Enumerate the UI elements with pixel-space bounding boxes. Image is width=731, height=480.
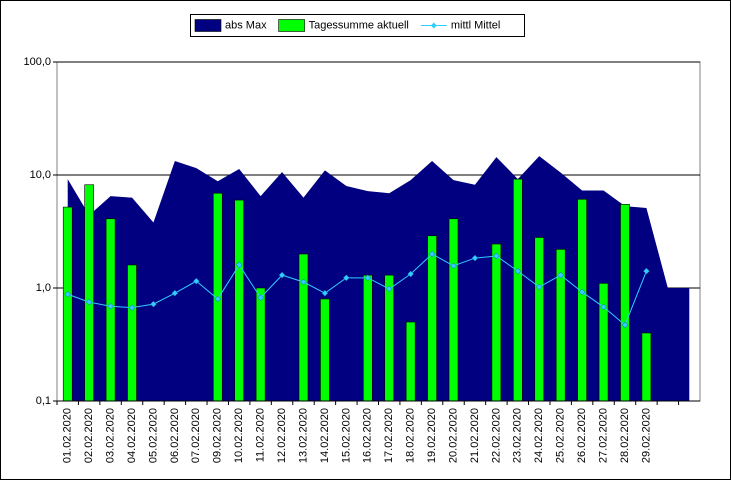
x-tick-label: 29.02.2020 [640, 408, 652, 463]
legend: abs Max Tagessumme aktuell mittl Mittel [190, 14, 525, 37]
x-tick-label: 01.02.2020 [62, 408, 74, 463]
bar [298, 253, 309, 402]
bar [620, 204, 630, 402]
bar [84, 184, 94, 402]
marker [150, 300, 157, 308]
marker [107, 302, 114, 310]
x-tick-label: 28.02.2020 [619, 408, 631, 463]
marker [514, 267, 522, 275]
x-tick-label: 10.02.2020 [233, 408, 245, 463]
x-tick-label: 05.02.2020 [147, 408, 159, 463]
marker [578, 288, 586, 296]
bar [427, 235, 437, 402]
marker [493, 252, 500, 260]
x-tick-label: 25.02.2020 [555, 408, 567, 463]
x-tick-label: 18.02.2020 [405, 408, 417, 463]
bar [641, 332, 652, 402]
x-tick-label: 16.02.2020 [362, 408, 374, 463]
x-tick-label: 02.02.2020 [83, 408, 95, 463]
marker [600, 303, 607, 311]
bar [405, 321, 416, 402]
x-tick-label: 04.02.2020 [126, 408, 138, 463]
bar [105, 218, 116, 402]
x-tick-label: 09.02.2020 [212, 408, 224, 463]
marker [407, 270, 415, 278]
y-tick-label: 10,0 [30, 169, 51, 181]
legend-swatch [430, 22, 437, 29]
marker [278, 271, 286, 279]
marker [257, 294, 264, 302]
marker [535, 283, 543, 291]
bar [255, 287, 266, 402]
legend-label: Tagessumme aktuell [309, 19, 409, 31]
x-tick-label: 20.02.2020 [447, 408, 459, 463]
area [67, 156, 690, 401]
x-tick-label: 26.02.2020 [576, 408, 588, 463]
x-tick-label: 15.02.2020 [340, 408, 352, 463]
bar [362, 274, 373, 402]
bar [62, 206, 73, 402]
marker [471, 254, 479, 262]
bar [491, 243, 502, 402]
marker [342, 274, 350, 282]
legend-swatch [278, 19, 305, 32]
bar [598, 283, 609, 402]
marker [428, 250, 436, 258]
marker [450, 262, 457, 270]
x-tick-label: 21.02.2020 [469, 408, 481, 463]
y-tick-label: 100,0 [23, 56, 51, 68]
marker [364, 274, 372, 282]
marker [171, 289, 179, 297]
bar [320, 298, 330, 402]
x-tick-label: 11.02.2020 [255, 408, 267, 462]
marker [621, 321, 629, 329]
x-tick-label: 13.02.2020 [297, 408, 309, 463]
x-tick-label: 22.02.2020 [490, 408, 502, 463]
marker [643, 267, 650, 275]
x-tick-label: 23.02.2020 [512, 408, 524, 463]
marker [300, 278, 307, 286]
x-tick-label: 14.02.2020 [319, 408, 331, 463]
x-tick-label: 24.02.2020 [533, 408, 545, 463]
legend-swatch [194, 19, 222, 32]
line [67, 253, 647, 326]
y-tick-label: 1,0 [36, 282, 51, 294]
y-tick-label: 0,1 [36, 395, 51, 407]
bar [127, 264, 137, 402]
x-tick-label: 17.02.2020 [383, 408, 395, 463]
x-tick-label: 06.02.2020 [169, 408, 181, 463]
legend-label: mittl Mittel [451, 19, 501, 31]
marker [128, 304, 136, 312]
x-tick-label: 12.02.2020 [276, 408, 288, 463]
marker [192, 277, 200, 285]
x-tick-label: 07.02.2020 [190, 408, 202, 463]
x-tick-label: 27.02.2020 [597, 408, 609, 463]
legend-box [190, 14, 525, 37]
bar [534, 237, 545, 402]
marker [85, 298, 93, 306]
marker [235, 261, 243, 269]
bar [448, 218, 459, 402]
marker [321, 289, 329, 297]
marker [385, 285, 393, 293]
legend-label: abs Max [225, 19, 267, 31]
bar [577, 198, 587, 402]
bar [234, 199, 244, 402]
marker [64, 290, 72, 298]
x-tick-label: 19.02.2020 [426, 408, 438, 463]
bar [513, 178, 523, 402]
marker [557, 271, 565, 279]
bar [384, 274, 395, 402]
marker [214, 295, 222, 303]
x-tick-label: 03.02.2020 [104, 408, 116, 463]
